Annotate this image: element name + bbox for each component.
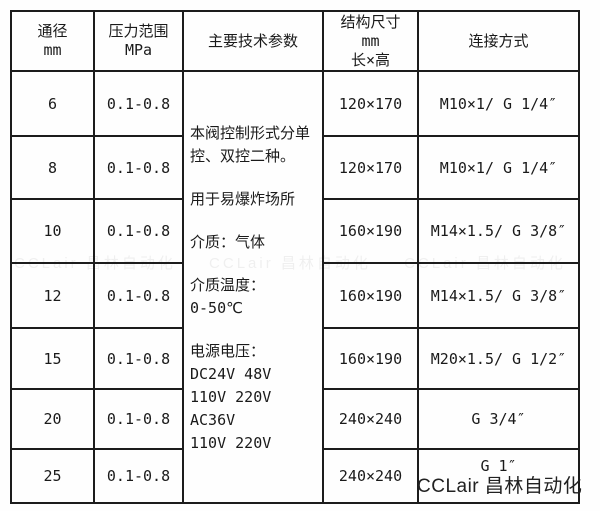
tech-line-control: 本阀控制形式分单控、双控二种。	[190, 124, 311, 165]
tech-line-temp-value: 0-50℃	[190, 299, 243, 317]
cell-diameter: 8	[12, 137, 95, 200]
header-tech-title: 主要技术参数	[207, 31, 298, 50]
header-size-unit: mm	[361, 31, 380, 50]
cell-diameter: 6	[12, 72, 95, 137]
header-size-title: 结构尺寸	[340, 12, 401, 31]
cell-size: 160×190	[324, 264, 419, 329]
tech-line-temp-label: 介质温度：	[190, 276, 266, 294]
cell-pressure: 0.1-0.8	[95, 450, 184, 502]
cell-pressure: 0.1-0.8	[95, 264, 184, 329]
cell-pressure: 0.1-0.8	[95, 200, 184, 264]
cell-diameter: 20	[12, 390, 95, 450]
cell-connection: G 1″	[480, 457, 517, 475]
cell-size: 160×190	[324, 200, 419, 264]
cell-connection: M20×1.5/ G 1/2″	[419, 329, 578, 390]
header-diameter-unit: mm	[43, 41, 62, 59]
cell-connection: M14×1.5/ G 3/8″	[419, 264, 578, 329]
cell-diameter: 15	[12, 329, 95, 390]
tech-line-voltage-dc: DC24V 48V	[190, 365, 272, 383]
cell-size: 240×240	[324, 390, 419, 450]
cell-pressure: 0.1-0.8	[95, 137, 184, 200]
tech-line-usage: 用于易爆炸场所	[190, 190, 296, 208]
tech-line-medium: 介质：气体	[190, 233, 266, 251]
header-diameter-title: 通径	[37, 22, 68, 40]
cell-diameter: 12	[12, 264, 95, 329]
cell-connection: G 3/4″	[419, 390, 578, 450]
tech-line-voltage-110-220b: 110V 220V	[190, 434, 272, 452]
cell-diameter: 10	[12, 200, 95, 264]
header-pressure: 压力范围 MPa	[95, 12, 184, 72]
header-pressure-unit: MPa	[124, 41, 153, 59]
cell-size: 120×170	[324, 137, 419, 200]
cell-connection: M10×1/ G 1/4″	[419, 72, 578, 137]
header-size-sub: 长×高	[350, 50, 391, 69]
cell-pressure: 0.1-0.8	[95, 329, 184, 390]
cell-diameter: 25	[12, 450, 95, 502]
cell-connection: M10×1/ G 1/4″	[419, 137, 578, 200]
header-connection: 连接方式	[419, 12, 578, 72]
cell-connection: M14×1.5/ G 3/8″	[419, 200, 578, 264]
header-tech-params: 主要技术参数	[184, 12, 324, 72]
tech-line-voltage-110-220: 110V 220V	[190, 388, 272, 406]
tech-line-voltage-ac: AC36V	[190, 411, 236, 429]
spec-table: 通径 mm 压力范围 MPa 主要技术参数 结构尺寸 mm 长×高 连接方式 6…	[10, 10, 580, 504]
tech-line-voltage-label: 电源电压：	[190, 342, 266, 360]
cell-pressure: 0.1-0.8	[95, 390, 184, 450]
header-connection-title: 连接方式	[468, 31, 529, 50]
brand-watermark: CCLair 昌林自动化	[417, 476, 583, 497]
header-diameter: 通径 mm	[12, 12, 95, 72]
cell-size: 160×190	[324, 329, 419, 390]
tech-params-cell: 本阀控制形式分单控、双控二种。 用于易爆炸场所 介质：气体 介质温度： 0-50…	[184, 72, 324, 502]
header-pressure-title: 压力范围	[108, 22, 169, 40]
cell-pressure: 0.1-0.8	[95, 72, 184, 137]
cell-size: 240×240	[324, 450, 419, 502]
header-size: 结构尺寸 mm 长×高	[324, 12, 419, 72]
cell-size: 120×170	[324, 72, 419, 137]
